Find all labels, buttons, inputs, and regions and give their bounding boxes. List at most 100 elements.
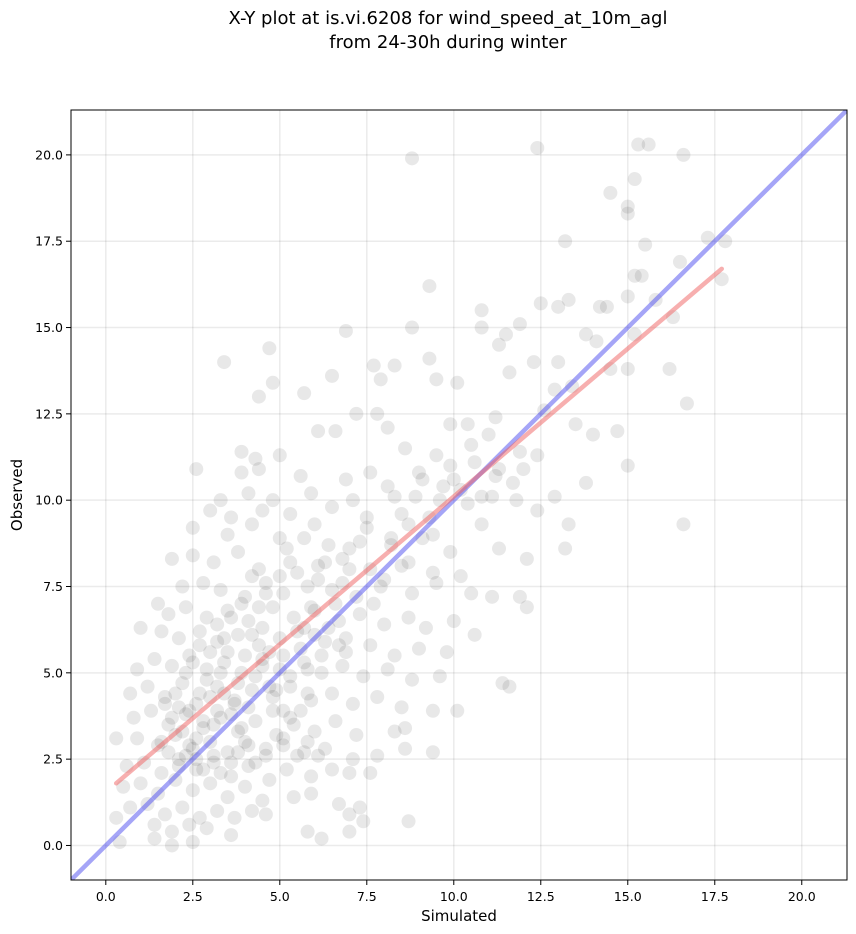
data-point	[446, 472, 461, 487]
data-point	[109, 810, 124, 825]
data-point	[164, 838, 179, 853]
data-point	[234, 596, 249, 611]
data-point	[178, 665, 193, 680]
data-point	[192, 624, 207, 639]
data-point	[206, 755, 221, 770]
data-point	[241, 614, 256, 629]
data-point	[276, 648, 291, 663]
data-point	[634, 268, 649, 283]
data-point	[401, 555, 416, 570]
data-point	[171, 700, 186, 715]
data-point	[429, 372, 444, 387]
data-point	[244, 683, 259, 698]
data-point	[203, 645, 218, 660]
data-point	[610, 424, 625, 439]
y-tick-label: 5.0	[43, 665, 63, 680]
data-point	[405, 672, 420, 687]
data-point	[175, 676, 190, 691]
data-point	[425, 527, 440, 542]
data-point	[133, 776, 148, 791]
data-point	[415, 472, 430, 487]
data-point	[335, 658, 350, 673]
data-point	[627, 268, 642, 283]
data-point	[342, 541, 357, 556]
data-point	[220, 527, 235, 542]
data-point	[272, 662, 287, 677]
data-point	[178, 600, 193, 615]
data-point	[318, 634, 333, 649]
data-point	[231, 724, 246, 739]
data-point	[474, 517, 489, 532]
data-point	[314, 831, 329, 846]
data-point	[311, 572, 326, 587]
data-point	[293, 641, 308, 656]
data-point	[467, 627, 482, 642]
data-point	[349, 727, 364, 742]
data-point	[502, 365, 517, 380]
data-point	[519, 600, 534, 615]
data-point	[345, 493, 360, 508]
data-point	[307, 724, 322, 739]
data-point	[234, 444, 249, 459]
data-point	[237, 589, 252, 604]
data-point	[304, 486, 319, 501]
data-point	[258, 576, 273, 591]
data-point	[620, 361, 635, 376]
data-point	[220, 645, 235, 660]
data-point	[224, 755, 239, 770]
data-point	[265, 600, 280, 615]
data-point	[366, 358, 381, 373]
data-point	[244, 803, 259, 818]
data-point	[290, 748, 305, 763]
data-point	[450, 703, 465, 718]
data-point	[213, 765, 228, 780]
x-tick-label: 2.5	[183, 889, 203, 904]
data-point	[251, 638, 266, 653]
data-point	[551, 299, 566, 314]
data-point	[237, 648, 252, 663]
data-point	[561, 517, 576, 532]
data-point	[492, 337, 507, 352]
data-point	[373, 372, 388, 387]
data-point	[196, 714, 211, 729]
data-point	[182, 738, 197, 753]
data-point	[425, 745, 440, 760]
data-point	[147, 831, 162, 846]
data-point	[373, 579, 388, 594]
data-point	[133, 620, 148, 635]
data-point	[405, 151, 420, 166]
data-point	[324, 368, 339, 383]
data-point	[662, 361, 677, 376]
data-point	[345, 696, 360, 711]
x-tick-label: 15.0	[614, 889, 642, 904]
data-point	[370, 406, 385, 421]
data-point	[512, 444, 527, 459]
data-point	[272, 569, 287, 584]
data-point	[199, 821, 214, 836]
data-point	[394, 506, 409, 521]
data-point	[297, 745, 312, 760]
data-point	[380, 420, 395, 435]
data-point	[405, 320, 420, 335]
data-point	[620, 206, 635, 221]
data-point	[258, 741, 273, 756]
data-point	[283, 506, 298, 521]
data-point	[213, 582, 228, 597]
data-point	[164, 824, 179, 839]
data-point	[182, 817, 197, 832]
data-point	[498, 327, 513, 342]
data-point	[206, 717, 221, 732]
data-point	[217, 631, 232, 646]
data-point	[265, 689, 280, 704]
data-point	[425, 565, 440, 580]
data-point	[140, 679, 155, 694]
data-point	[338, 631, 353, 646]
data-point	[672, 254, 687, 269]
data-point	[241, 738, 256, 753]
data-point	[244, 569, 259, 584]
data-point	[293, 469, 308, 484]
data-point	[185, 548, 200, 563]
data-point	[443, 417, 458, 432]
data-point	[227, 693, 242, 708]
